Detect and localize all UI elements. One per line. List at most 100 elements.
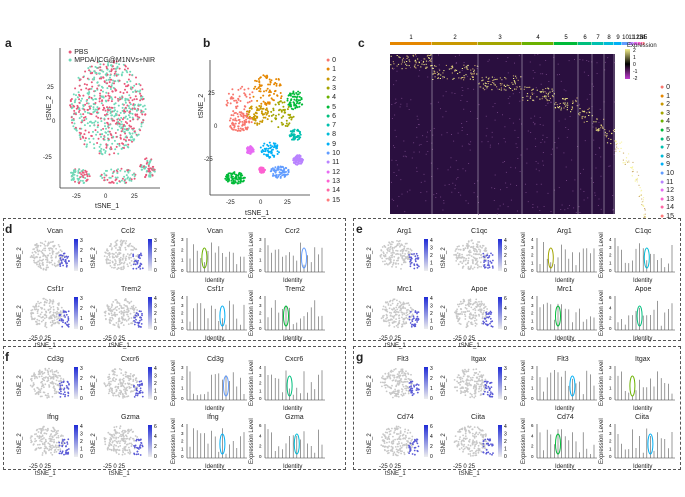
heatmap-cell-c <box>642 199 644 201</box>
heatmap-cell-c <box>576 105 578 107</box>
heatmap-cell-c <box>390 55 392 57</box>
cell-point-b <box>299 91 301 94</box>
heatmap-cell-c <box>597 129 599 131</box>
heatmap-cell-c <box>542 91 544 93</box>
feature-point <box>46 261 48 264</box>
feature-point <box>52 375 55 378</box>
cell-point-b <box>282 123 285 126</box>
feature-point <box>133 258 136 260</box>
feature-point <box>469 268 471 270</box>
feature-title-e-1: C1qc <box>471 228 488 235</box>
heatmap-noise-c <box>542 160 544 162</box>
feature-point <box>391 265 393 268</box>
feature-scale-tick: 2 <box>154 381 157 387</box>
feature-point <box>122 324 125 326</box>
feature-point <box>118 319 120 321</box>
cell-point-b <box>299 155 302 158</box>
feature-point <box>126 375 129 377</box>
cell-point-a <box>150 167 153 170</box>
feature-point <box>51 259 53 262</box>
feature-point <box>458 248 460 251</box>
feature-point <box>30 379 33 382</box>
feature-point <box>120 369 123 371</box>
feature-point <box>43 308 46 311</box>
heatmap-noise-c <box>599 108 601 110</box>
feature-point-high <box>67 388 70 390</box>
cell-point-b <box>293 98 296 101</box>
cell-point-b <box>239 100 242 102</box>
heatmap-cell-c <box>467 69 469 70</box>
feature-point <box>465 245 468 247</box>
heatmap-noise-c <box>417 118 419 120</box>
feature-point <box>119 252 122 255</box>
heatmap-noise-c <box>494 119 496 121</box>
feature-point <box>127 318 130 321</box>
heatmap-cell-c <box>581 118 583 120</box>
heatmap-cell-c <box>642 197 645 199</box>
heatmap-noise-c <box>456 178 458 180</box>
cell-point-a <box>69 105 72 108</box>
feature-point <box>393 252 395 254</box>
heatmap-cell-c <box>436 71 438 73</box>
cell-point-a <box>123 110 125 113</box>
heatmap-noise-c <box>594 192 596 194</box>
feature-point <box>51 302 54 305</box>
feature-point <box>52 299 55 301</box>
cell-point-a <box>115 60 118 63</box>
cell-point-b <box>232 122 235 125</box>
heatmap-cell-c <box>552 96 554 98</box>
feature-point <box>47 247 50 250</box>
heatmap-noise-c <box>477 196 478 198</box>
feature-point-high <box>62 264 64 267</box>
feature-point <box>382 252 385 255</box>
feature-point <box>59 317 61 319</box>
xlabel-a: tSNE_1 <box>95 203 120 210</box>
cell-point-a <box>99 133 102 136</box>
cell-point-a <box>139 129 142 132</box>
cell-point-b <box>239 176 242 179</box>
heatmap-noise-c <box>409 189 411 191</box>
cell-point-a <box>129 139 132 142</box>
heatmap-noise-c <box>443 202 445 204</box>
heatmap-cell-c <box>588 107 590 109</box>
cell-point-b <box>270 170 273 172</box>
heatmap-noise-c <box>491 136 493 138</box>
feature-point <box>37 253 40 256</box>
feature-point <box>37 370 40 373</box>
feature-point <box>128 317 131 320</box>
feature-point <box>479 245 482 248</box>
cell-point-b <box>247 113 250 116</box>
cell-point-a <box>118 114 121 117</box>
cell-point-a <box>111 127 113 130</box>
feature-point <box>54 388 56 391</box>
cell-point-b <box>247 87 250 90</box>
cell-point-a <box>88 175 91 178</box>
feature-point <box>392 241 394 244</box>
cell-point-a <box>79 138 82 140</box>
feature-point-high <box>59 265 62 267</box>
heatmap-cell-c <box>423 64 425 66</box>
feature-point <box>386 314 388 317</box>
heatmap-noise-c <box>396 70 398 72</box>
cell-point-a <box>118 67 121 70</box>
heatmap-noise-c <box>566 180 567 181</box>
cell-point-b <box>225 179 228 182</box>
cell-point-b <box>290 134 293 137</box>
heatmap-noise-c <box>391 159 393 161</box>
heatmap-noise-c <box>529 61 531 63</box>
cell-point-a <box>110 114 113 117</box>
feature-point <box>29 384 32 387</box>
feature-point-high <box>66 257 69 259</box>
feature-point <box>474 253 477 256</box>
feature-point <box>50 247 53 250</box>
violin-ytick: 2 <box>259 381 262 386</box>
feature-point <box>107 378 110 381</box>
feature-point <box>38 319 41 322</box>
feature-point <box>58 312 61 315</box>
feature-point <box>104 310 107 313</box>
cell-point-a <box>108 176 111 179</box>
heatmap-noise-c <box>473 88 475 90</box>
cell-point-b <box>235 101 238 104</box>
